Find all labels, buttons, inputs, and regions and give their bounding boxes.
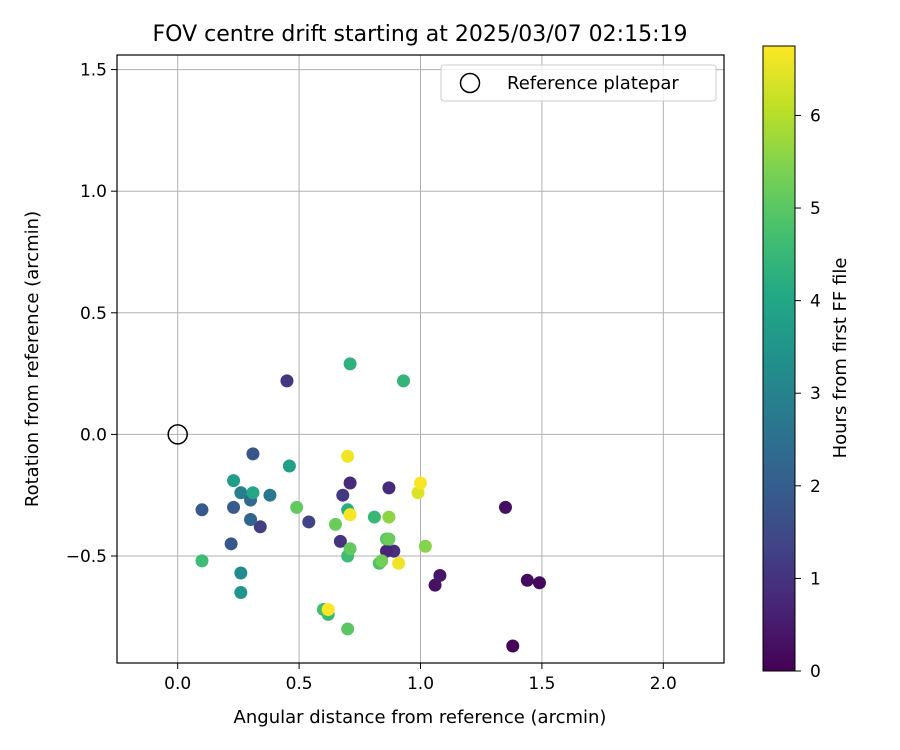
legend: Reference platepar [440, 64, 717, 102]
y-tick-label: 1.5 [80, 61, 107, 81]
reference-layer [167, 424, 188, 445]
x-tick-label: 0.5 [286, 674, 313, 694]
data-point [341, 449, 355, 463]
data-point [246, 447, 260, 461]
points-layer [195, 357, 546, 653]
data-point [195, 503, 209, 517]
data-point [411, 486, 425, 500]
data-point [302, 515, 316, 529]
data-point [263, 488, 277, 502]
reference-point [167, 424, 188, 445]
y-tick-label: 1.0 [80, 182, 107, 202]
data-point [343, 476, 357, 490]
legend-reference-label: Reference platepar [507, 73, 679, 94]
data-point [397, 374, 411, 388]
data-point [392, 556, 406, 570]
data-point [520, 573, 534, 587]
data-point [433, 568, 447, 582]
legend-reference-marker [459, 72, 481, 94]
colorbar-label: Hours from first FF file [830, 258, 851, 459]
y-tick-label: 0.5 [80, 304, 107, 324]
data-point [333, 534, 347, 548]
data-point [253, 520, 267, 534]
data-point [418, 539, 432, 553]
data-point [336, 488, 350, 502]
y-tick-label: 0.0 [80, 425, 107, 445]
data-point [343, 508, 357, 522]
chart-title: FOV centre drift starting at 2025/03/07 … [153, 22, 688, 47]
data-point [195, 554, 209, 568]
y-axis-ticks: −0.5 0.0 0.5 1.0 1.5 [66, 61, 117, 567]
data-point [380, 544, 394, 558]
data-point [382, 481, 396, 495]
x-tick-label: 0.0 [164, 674, 191, 694]
colorbar-tick-label: 1 [810, 569, 821, 589]
data-point [224, 537, 238, 551]
data-point [382, 532, 396, 546]
data-point [234, 585, 248, 599]
data-point [414, 476, 427, 490]
colorbar: 0 1 2 3 4 5 6 Hours from first FF file [762, 45, 851, 682]
data-point [506, 639, 520, 653]
data-point [246, 486, 260, 500]
data-point [343, 357, 357, 371]
data-point [428, 578, 442, 592]
data-point [367, 510, 381, 524]
x-axis-ticks: 0.0 0.5 1.0 1.5 2.0 [164, 663, 677, 694]
colorbar-tick-label: 6 [810, 106, 821, 126]
data-point [329, 517, 343, 531]
data-point [498, 500, 512, 514]
y-axis-label: Rotation from reference (arcmin) [22, 211, 43, 507]
data-point [280, 374, 294, 388]
data-point [321, 602, 335, 616]
data-point [227, 500, 241, 514]
data-point [290, 500, 304, 514]
data-point [382, 510, 396, 524]
colorbar-tick-label: 5 [810, 199, 821, 219]
colorbar-gradient [762, 45, 796, 672]
data-point [234, 566, 248, 580]
y-tick-label: −0.5 [66, 547, 107, 567]
grid-layer [117, 55, 724, 663]
colorbar-tick-label: 2 [810, 477, 821, 497]
data-point [227, 474, 241, 488]
x-tick-label: 2.0 [650, 674, 677, 694]
colorbar-tick-label: 0 [810, 662, 821, 682]
data-point [532, 576, 546, 590]
data-point [234, 486, 248, 500]
legend-box [440, 64, 717, 102]
data-point [343, 542, 357, 556]
data-point [244, 513, 258, 527]
data-point [375, 554, 389, 568]
colorbar-tick-label: 3 [810, 384, 821, 404]
colorbar-ticks: 0 1 2 3 4 5 6 [795, 106, 821, 682]
x-tick-label: 1.5 [528, 674, 555, 694]
data-point [341, 622, 355, 636]
x-axis-label: Angular distance from reference (arcmin) [234, 707, 607, 728]
data-point [282, 459, 296, 473]
x-tick-label: 1.0 [407, 674, 434, 694]
colorbar-tick-label: 4 [810, 292, 821, 312]
